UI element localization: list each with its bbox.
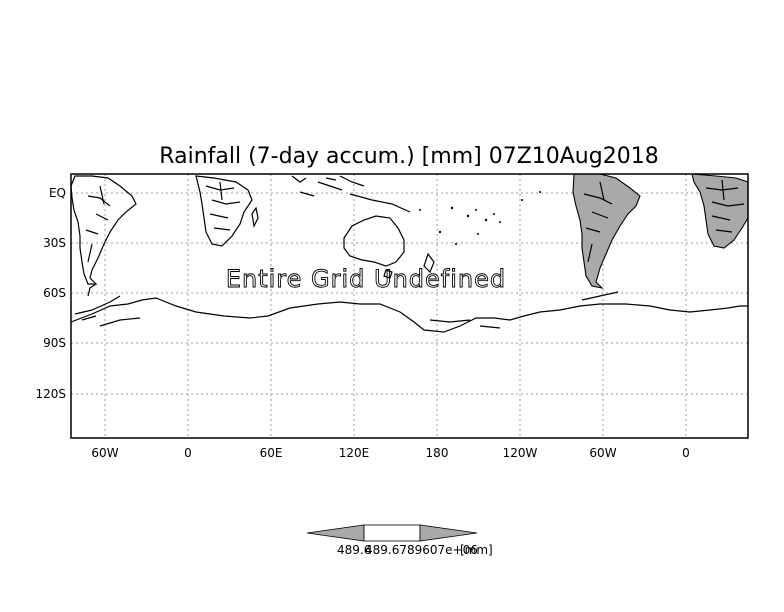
colorbar-unit: [mm] — [460, 543, 493, 557]
map-panel: Entire Grid Undefined — [70, 173, 749, 439]
new-zealand-outline — [423, 252, 435, 274]
lon-tick-label: 60E — [260, 446, 283, 460]
lon-tick-label: 120E — [339, 446, 370, 460]
africa-outline — [195, 175, 253, 247]
lat-tick-label: 60S — [43, 286, 66, 300]
lon-tick-label: 120W — [503, 446, 538, 460]
indonesia-outline — [291, 175, 411, 213]
colorbar-label-left: 489.6 — [337, 543, 371, 557]
colorbar-left-arrow — [306, 524, 365, 542]
antarctica-outline — [70, 297, 748, 333]
africa-borders — [205, 181, 241, 231]
lon-tick-label: 0 — [184, 446, 192, 460]
lat-tick-label: 90S — [43, 336, 66, 350]
shaded-land — [572, 173, 749, 289]
map-title: Rainfall (7-day accum.) [mm] 07Z10Aug201… — [159, 144, 658, 169]
australia-outline — [343, 215, 405, 267]
latitude-labels: EQ 30S 60S 90S 120S — [35, 186, 66, 401]
map-frame — [70, 173, 749, 439]
pacific-islands — [419, 191, 541, 245]
lat-tick-label: 120S — [35, 387, 66, 401]
south-america-shaded-borders — [583, 181, 613, 263]
lon-tick-label: 0 — [682, 446, 690, 460]
colorbar-right-arrow — [419, 524, 478, 542]
south-america-borders — [85, 185, 111, 263]
lat-tick-label: EQ — [49, 186, 66, 200]
longitude-labels: 60W 0 60E 120E 180 120W 60W 0 — [91, 446, 689, 460]
map-background — [71, 174, 748, 438]
antarctic-peninsula — [74, 283, 619, 321]
lat-tick-label: 30S — [43, 236, 66, 250]
lon-tick-label: 60W — [91, 446, 118, 460]
grid-lines — [71, 174, 748, 438]
colorbar: 489.6 489.6789607e+06 [mm] — [306, 524, 493, 557]
undefined-grid-notice: Entire Grid Undefined — [226, 265, 506, 293]
south-america-shaded — [572, 173, 641, 289]
lon-tick-label: 180 — [426, 446, 449, 460]
south-america-outline — [70, 175, 137, 285]
colorbar-segment — [363, 524, 421, 542]
lon-tick-label: 60W — [589, 446, 616, 460]
colorbar-label-overlap: 489.6789607e+06 — [365, 543, 478, 557]
tasmania-outline — [383, 269, 393, 279]
coastlines — [70, 175, 748, 333]
madagascar-outline — [251, 206, 259, 228]
antarctica-inner — [99, 317, 501, 329]
africa-shaded-borders — [705, 179, 745, 233]
africa-shaded — [691, 173, 749, 249]
